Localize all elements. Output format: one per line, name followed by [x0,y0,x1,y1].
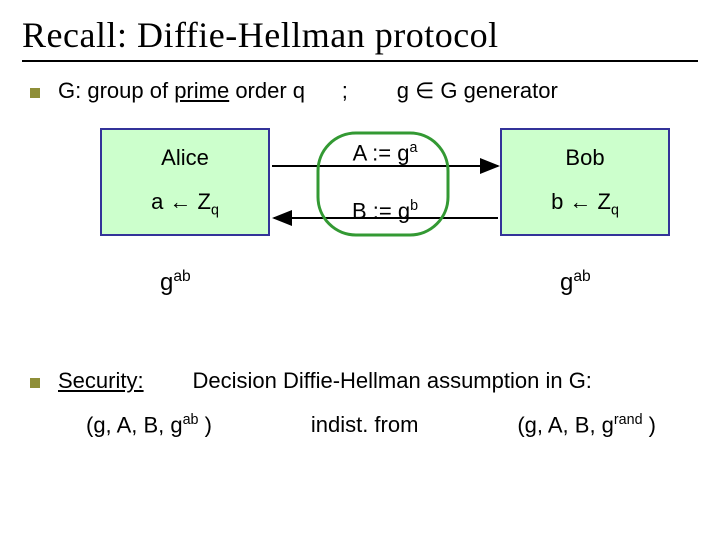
bullet-icon [30,378,40,388]
generator-text: g ∈ G generator [397,78,558,103]
tuple-mid: indist. from [311,412,419,438]
message-B-label: B := gb [330,198,440,224]
alice-box: Alice a ← Zq [100,128,270,236]
msg-b-exp: b [410,198,418,214]
alice-pick: a ← Zq [151,189,219,218]
dh-diagram: Alice a ← Zq Bob b ← Zq A := ga B := gb … [30,128,690,358]
security-line: Security: Decision Diffie-Hellman assump… [30,368,690,394]
gab-right-exp: ab [573,268,590,285]
tuple-left-suffix: ) [199,412,212,437]
security-text: Decision Diffie-Hellman assumption in G: [193,368,592,393]
tuple-line: (g, A, B, gab ) indist. from (g, A, B, g… [30,412,690,438]
bob-box: Bob b ← Zq [500,128,670,236]
alice-shared: gab [160,268,191,297]
group-prefix: G: group of [58,78,174,103]
message-A-label: A := ga [330,140,440,166]
bob-pick-sub: q [611,203,619,219]
alice-pick-prefix: a ← Z [151,189,211,214]
tuple-right-exp: rand [614,412,643,428]
msg-b-lhs: B := g [352,198,410,223]
bullet-icon [30,88,40,98]
alice-pick-sub: q [211,203,219,219]
msg-a-exp: a [409,140,417,156]
tuple-left-exp: ab [183,412,199,428]
bob-pick-prefix: b ← Z [551,189,611,214]
tuple-right: (g, A, B, grand ) [517,412,656,438]
gab-right-base: g [560,269,573,296]
page-title: Recall: Diffie-Hellman protocol [22,14,698,56]
group-def-text: G: group of prime order q ; g ∈ G genera… [58,78,558,104]
line-sep: ; [342,78,348,103]
group-after: order q [229,78,305,103]
security-label: Security: [58,368,144,393]
bob-pick: b ← Zq [551,189,619,218]
prime-word: prime [174,78,229,103]
tuple-right-suffix: ) [643,412,656,437]
tuple-left: (g, A, B, gab ) [86,412,212,438]
line-group-def: G: group of prime order q ; g ∈ G genera… [30,78,690,104]
gab-left-base: g [160,269,173,296]
msg-a-lhs: A := g [353,140,410,165]
gab-left-exp: ab [173,268,190,285]
alice-name: Alice [161,145,209,171]
bob-name: Bob [565,145,604,171]
tuple-left-prefix: (g, A, B, g [86,412,183,437]
tuple-right-prefix: (g, A, B, g [517,412,614,437]
bob-shared: gab [560,268,591,297]
